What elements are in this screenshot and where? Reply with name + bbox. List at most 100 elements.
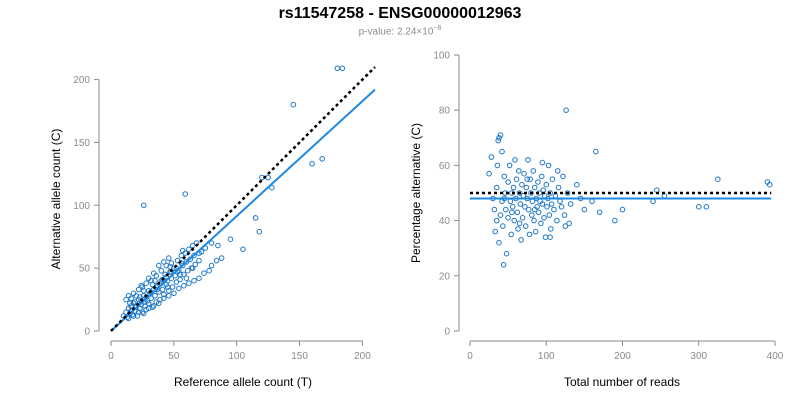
data-point bbox=[127, 300, 133, 307]
data-point bbox=[563, 107, 569, 113]
data-point bbox=[135, 286, 142, 293]
data-point bbox=[181, 282, 187, 289]
data-point bbox=[196, 257, 202, 264]
data-point bbox=[518, 237, 524, 243]
data-point bbox=[497, 132, 504, 138]
data-point bbox=[715, 176, 721, 182]
data-point bbox=[152, 293, 158, 299]
x-tick-label: 0 bbox=[467, 351, 473, 362]
data-point bbox=[522, 204, 528, 210]
data-point bbox=[574, 181, 580, 188]
x-axis-label: Reference allele count (T) bbox=[174, 375, 312, 389]
x-tick-label: 200 bbox=[614, 351, 631, 362]
data-point bbox=[558, 204, 565, 210]
y-tick-label: 100 bbox=[73, 201, 90, 212]
data-point bbox=[532, 206, 538, 213]
data-point bbox=[169, 284, 176, 290]
data-point bbox=[593, 148, 599, 155]
data-point bbox=[546, 212, 553, 218]
data-point bbox=[541, 215, 547, 221]
y-tick-label: 100 bbox=[433, 51, 450, 62]
data-point bbox=[564, 190, 571, 196]
data-point bbox=[218, 255, 225, 261]
x-tick-label: 400 bbox=[767, 351, 784, 362]
data-point bbox=[567, 201, 574, 207]
data-point bbox=[189, 265, 196, 271]
data-point bbox=[486, 170, 492, 177]
x-tick-label: 150 bbox=[291, 351, 308, 362]
data-point bbox=[650, 198, 656, 205]
p-value-exponent: −8 bbox=[433, 25, 442, 32]
data-point bbox=[596, 209, 603, 216]
x-tick-label: 300 bbox=[690, 351, 707, 362]
x-tick-label: 100 bbox=[538, 351, 555, 362]
data-point bbox=[535, 179, 541, 185]
data-point bbox=[128, 295, 134, 302]
data-point bbox=[516, 168, 522, 174]
data-point bbox=[139, 284, 146, 290]
data-point bbox=[544, 204, 550, 210]
data-point bbox=[164, 284, 171, 290]
data-point bbox=[491, 206, 498, 213]
data-point bbox=[158, 277, 165, 284]
data-point bbox=[492, 228, 499, 235]
data-point bbox=[532, 184, 538, 191]
data-point bbox=[517, 201, 524, 207]
y-axis-label: Percentage alternative (C) bbox=[409, 123, 423, 263]
data-point bbox=[213, 257, 220, 264]
data-point bbox=[208, 262, 215, 269]
data-point bbox=[153, 272, 160, 279]
data-point bbox=[139, 309, 146, 315]
data-point bbox=[519, 181, 525, 188]
data-point bbox=[766, 181, 773, 188]
data-point bbox=[516, 190, 523, 196]
data-point bbox=[166, 293, 172, 299]
y-axis: 0 50 100 150 200 bbox=[73, 75, 100, 338]
data-point bbox=[201, 270, 207, 277]
data-point bbox=[319, 156, 326, 162]
data-point bbox=[522, 223, 529, 229]
data-point bbox=[488, 154, 495, 160]
data-point bbox=[500, 223, 506, 229]
x-axis: 0 50 100 150 200 bbox=[108, 340, 371, 362]
data-point bbox=[525, 157, 531, 163]
data-point bbox=[495, 137, 502, 144]
data-point bbox=[560, 173, 566, 180]
data-point bbox=[589, 198, 595, 205]
data-point bbox=[547, 190, 553, 196]
data-point bbox=[140, 202, 147, 209]
chart-subtitle: p-value: 2.24×10−8 bbox=[0, 25, 800, 37]
data-point bbox=[183, 275, 190, 282]
y-tick-label: 60 bbox=[439, 161, 451, 172]
data-point bbox=[525, 206, 532, 213]
data-point bbox=[506, 162, 513, 169]
data-point bbox=[535, 209, 542, 216]
data-point bbox=[545, 162, 552, 169]
data-point bbox=[173, 279, 180, 285]
data-point bbox=[130, 313, 137, 319]
data-point bbox=[494, 162, 501, 169]
y-tick-label: 20 bbox=[439, 271, 451, 282]
data-point bbox=[562, 223, 569, 229]
data-point bbox=[581, 206, 588, 213]
data-point bbox=[166, 255, 172, 261]
data-point bbox=[549, 176, 556, 182]
data-point bbox=[123, 296, 129, 303]
data-point bbox=[177, 276, 183, 283]
data-points bbox=[120, 65, 346, 322]
data-point bbox=[538, 173, 545, 180]
data-point bbox=[149, 281, 156, 288]
data-point bbox=[167, 264, 173, 270]
data-point bbox=[500, 262, 507, 268]
data-point bbox=[191, 252, 197, 259]
chart-panel-2: 0 100 200 300 400 Total number of reads 0 20 40 6… bbox=[409, 51, 784, 390]
data-point bbox=[135, 309, 142, 315]
data-point bbox=[496, 239, 502, 246]
data-point bbox=[145, 305, 152, 312]
data-point bbox=[515, 226, 521, 232]
data-point bbox=[542, 234, 549, 240]
data-point bbox=[158, 267, 165, 274]
y-tick-label: 50 bbox=[79, 264, 91, 275]
data-point bbox=[183, 259, 190, 265]
data-point bbox=[252, 215, 259, 221]
